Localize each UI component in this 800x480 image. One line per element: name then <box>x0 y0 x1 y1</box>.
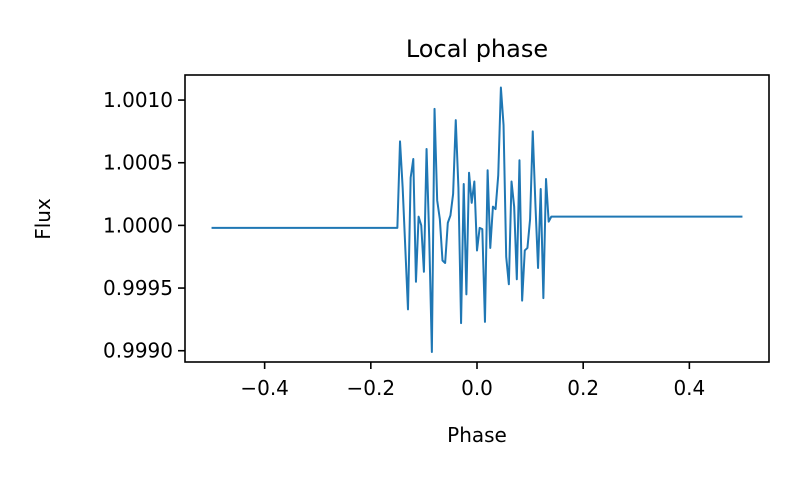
chart-title: Local phase <box>406 35 548 63</box>
y-tick-label: 1.0005 <box>103 151 173 175</box>
x-tick-label: 0.0 <box>461 376 493 400</box>
plot-frame <box>184 74 770 363</box>
x-tick-label: 0.4 <box>673 376 705 400</box>
x-tick-label: −0.4 <box>240 376 289 400</box>
x-tick-label: 0.2 <box>567 376 599 400</box>
series-line-0 <box>211 86 743 353</box>
y-axis-label: Flux <box>31 198 55 240</box>
y-tick-label: 1.0000 <box>103 213 173 237</box>
x-axis-label: Phase <box>447 423 507 447</box>
y-tick-label: 1.0010 <box>103 88 173 112</box>
x-tick-label: −0.2 <box>347 376 396 400</box>
y-tick-label: 0.9990 <box>103 339 173 363</box>
y-tick-label: 0.9995 <box>103 276 173 300</box>
